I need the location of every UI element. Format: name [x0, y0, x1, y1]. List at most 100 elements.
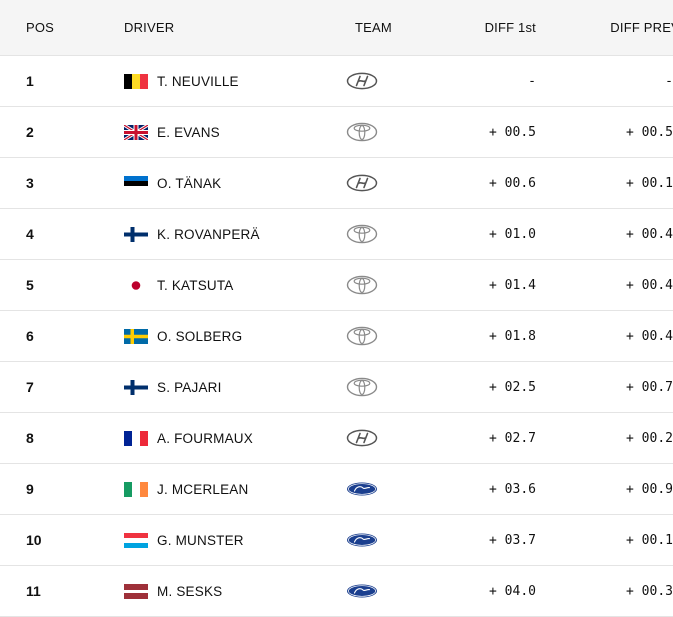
finland-flag-icon [124, 379, 148, 395]
ford-logo-icon [347, 584, 377, 598]
driver-name[interactable]: O. TÄNAK [157, 175, 222, 191]
driver-cell[interactable]: A. FOURMAUX [124, 413, 253, 463]
diff-prev: + 00.4 [626, 226, 673, 242]
position: 7 [26, 379, 34, 395]
france-flag-icon [124, 430, 148, 446]
diff-first: + 02.5 [489, 379, 536, 395]
position: 3 [26, 175, 34, 191]
team-cell [344, 56, 380, 106]
diff-first: - [528, 73, 536, 89]
diff-first: + 01.8 [489, 328, 536, 344]
driver-name[interactable]: E. EVANS [157, 124, 220, 140]
table-row[interactable]: 1 T. NEUVILLE - - [0, 56, 673, 107]
table-row[interactable]: 5 T. KATSUTA + 01.4 + 00.4 [0, 260, 673, 311]
table-body: 1 T. NEUVILLE - - 2 E. EVANS + 00.5 + 00… [0, 56, 673, 617]
table-row[interactable]: 2 E. EVANS + 00.5 + 00.5 [0, 107, 673, 158]
team-cell [344, 413, 380, 463]
header-diff-prev[interactable]: DIFF PREV [610, 20, 673, 35]
table-row[interactable]: 8 A. FOURMAUX + 02.7 + 00.2 [0, 413, 673, 464]
japan-flag-icon [124, 277, 148, 293]
team-cell [344, 158, 380, 208]
driver-name[interactable]: M. SESKS [157, 583, 223, 599]
table-row[interactable]: 7 S. PAJARI + 02.5 + 00.7 [0, 362, 673, 413]
diff-first: + 03.6 [489, 481, 536, 497]
team-cell [344, 311, 380, 361]
diff-first: + 01.4 [489, 277, 536, 293]
table-header: POS DRIVER TEAM DIFF 1st DIFF PREV [0, 0, 673, 56]
driver-cell[interactable]: K. ROVANPERÄ [124, 209, 260, 259]
driver-name[interactable]: S. PAJARI [157, 379, 222, 395]
table-row[interactable]: 10 G. MUNSTER + 03.7 + 00.1 [0, 515, 673, 566]
driver-cell[interactable]: S. PAJARI [124, 362, 222, 412]
driver-name[interactable]: G. MUNSTER [157, 532, 244, 548]
diff-prev: + 00.4 [626, 328, 673, 344]
belgium-flag-icon [124, 73, 148, 89]
driver-name[interactable]: O. SOLBERG [157, 328, 243, 344]
table-row[interactable]: 6 O. SOLBERG + 01.8 + 00.4 [0, 311, 673, 362]
position: 5 [26, 277, 34, 293]
hyundai-logo-icon [346, 174, 378, 192]
table-row[interactable]: 3 O. TÄNAK + 00.6 + 00.1 [0, 158, 673, 209]
team-cell [344, 107, 380, 157]
diff-prev: + 00.1 [626, 175, 673, 191]
team-cell [344, 260, 380, 310]
diff-prev: + 00.4 [626, 277, 673, 293]
team-cell [344, 515, 380, 565]
diff-prev: + 00.1 [626, 532, 673, 548]
team-cell [344, 566, 380, 616]
estonia-flag-icon [124, 175, 148, 191]
diff-first: + 02.7 [489, 430, 536, 446]
position: 10 [26, 532, 42, 548]
driver-name[interactable]: T. KATSUTA [157, 277, 234, 293]
header-pos[interactable]: POS [26, 20, 55, 35]
table-row[interactable]: 9 J. MCERLEAN + 03.6 + 00.9 [0, 464, 673, 515]
position: 4 [26, 226, 34, 242]
diff-prev: - [665, 73, 673, 89]
header-diff-first[interactable]: DIFF 1st [484, 20, 536, 35]
driver-name[interactable]: K. ROVANPERÄ [157, 226, 260, 242]
driver-cell[interactable]: O. TÄNAK [124, 158, 221, 208]
driver-name[interactable]: J. MCERLEAN [157, 481, 249, 497]
toyota-logo-icon [346, 326, 378, 346]
diff-first: + 03.7 [489, 532, 536, 548]
header-team[interactable]: TEAM [355, 20, 392, 35]
sweden-flag-icon [124, 328, 148, 344]
position: 2 [26, 124, 34, 140]
team-cell [344, 464, 380, 514]
hyundai-logo-icon [346, 429, 378, 447]
diff-prev: + 00.5 [626, 124, 673, 140]
driver-cell[interactable]: T. KATSUTA [124, 260, 234, 310]
diff-first: + 04.0 [489, 583, 536, 599]
diff-first: + 00.5 [489, 124, 536, 140]
team-cell [344, 362, 380, 412]
driver-name[interactable]: A. FOURMAUX [157, 430, 253, 446]
table-row[interactable]: 11 M. SESKS + 04.0 + 00.3 [0, 566, 673, 617]
driver-cell[interactable]: E. EVANS [124, 107, 220, 157]
united-kingdom-flag-icon [124, 124, 148, 140]
ireland-flag-icon [124, 481, 148, 497]
finland-flag-icon [124, 226, 148, 242]
position: 11 [26, 583, 41, 599]
toyota-logo-icon [346, 224, 378, 244]
diff-first: + 00.6 [489, 175, 536, 191]
hyundai-logo-icon [346, 72, 378, 90]
diff-prev: + 00.2 [626, 430, 673, 446]
toyota-logo-icon [346, 275, 378, 295]
driver-name[interactable]: T. NEUVILLE [157, 73, 239, 89]
driver-cell[interactable]: O. SOLBERG [124, 311, 242, 361]
header-driver[interactable]: DRIVER [124, 20, 175, 35]
position: 8 [26, 430, 34, 446]
driver-cell[interactable]: M. SESKS [124, 566, 222, 616]
position: 9 [26, 481, 34, 497]
toyota-logo-icon [346, 377, 378, 397]
team-cell [344, 209, 380, 259]
driver-cell[interactable]: G. MUNSTER [124, 515, 244, 565]
diff-first: + 01.0 [489, 226, 536, 242]
position: 1 [26, 73, 34, 89]
driver-cell[interactable]: T. NEUVILLE [124, 56, 239, 106]
driver-cell[interactable]: J. MCERLEAN [124, 464, 248, 514]
luxembourg-flag-icon [124, 532, 148, 548]
ford-logo-icon [347, 533, 377, 547]
table-row[interactable]: 4 K. ROVANPERÄ + 01.0 + 00.4 [0, 209, 673, 260]
